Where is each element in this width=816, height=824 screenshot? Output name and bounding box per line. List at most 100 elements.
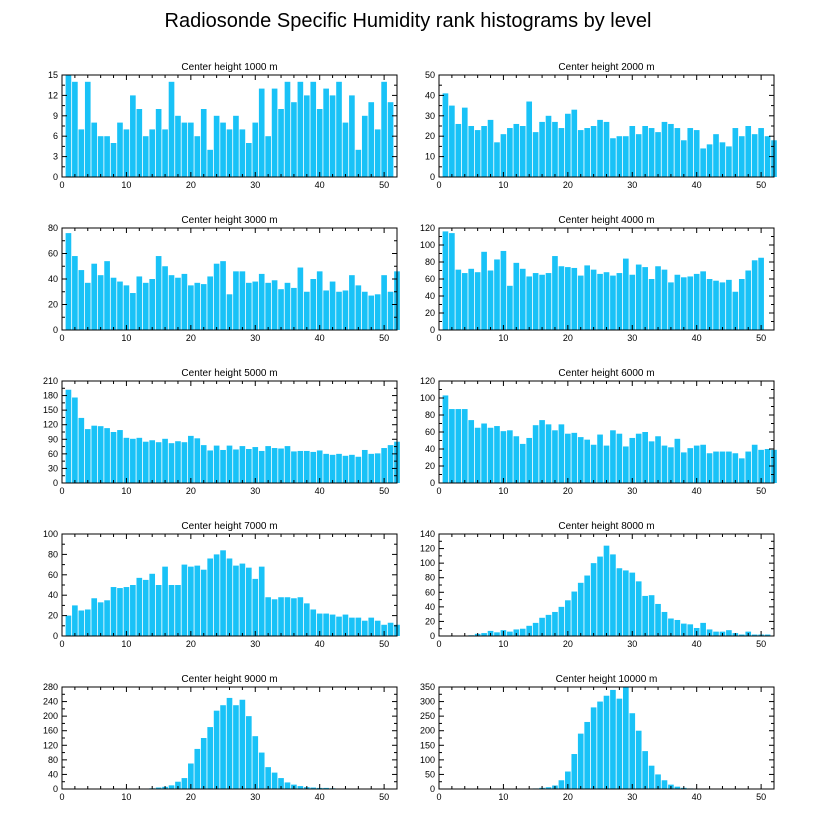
panel-3-bar — [168, 275, 175, 330]
panel-10-xtick-label: 10 — [498, 792, 508, 802]
panel-1-xtick-label: 50 — [379, 180, 389, 190]
panel-7-bar — [117, 588, 123, 636]
panel-8-xtick-label: 30 — [627, 639, 637, 649]
panel-7-bar — [123, 587, 130, 636]
panel-3-bar — [181, 273, 188, 330]
panel-1-title: Center height 1000 m — [181, 62, 277, 73]
panel-6-bar — [610, 430, 616, 483]
panel-1-bar — [368, 102, 375, 177]
panel-7-bar — [175, 585, 181, 636]
panel-6-bar — [623, 446, 629, 483]
panel-3-bar — [110, 277, 117, 330]
panel-1-ytick-label: 9 — [53, 111, 58, 121]
panel-1-xtick-label: 40 — [315, 180, 325, 190]
panel-3-bar — [104, 261, 110, 330]
panel-1-bar — [355, 149, 362, 177]
panel-1-bar — [194, 136, 201, 177]
panel-10-bar — [642, 751, 648, 789]
panel-3-bar — [220, 261, 226, 330]
panel-8-xtick-label: 50 — [756, 639, 766, 649]
panel-4-bar — [616, 273, 623, 330]
panel-1-bar — [78, 129, 85, 177]
panel-3-bar — [175, 277, 181, 330]
panel-7-ytick-label: 80 — [48, 549, 58, 559]
panel-2-ytick-label: 50 — [425, 70, 435, 80]
panel-3-bar — [84, 282, 91, 330]
panel-7-xtick-label: 10 — [121, 639, 131, 649]
panel-3-xtick-label: 40 — [315, 333, 325, 343]
panel-3-ytick-label: 80 — [48, 223, 58, 233]
panel-4-bar — [655, 266, 661, 330]
panel-1-xtick-label: 10 — [121, 180, 131, 190]
panel-1-xtick-label: 0 — [59, 180, 64, 190]
panel-9-ytick-label: 0 — [53, 784, 58, 794]
panel-2-bar — [558, 128, 565, 177]
panel-4-bar — [519, 268, 526, 330]
panel-1-bar — [123, 129, 130, 177]
panel-10-bar — [635, 730, 642, 789]
panel-5-bar — [149, 440, 156, 483]
panel-6-bar — [668, 447, 674, 483]
panel-6-bar — [539, 420, 545, 483]
panel-8-bar — [565, 600, 571, 636]
panel-2-bar — [539, 121, 545, 177]
panel-8-ytick-label: 140 — [420, 529, 435, 539]
panel-1-bar — [252, 122, 259, 177]
panel-8-ytick-label: 60 — [425, 587, 435, 597]
panel-2-bar — [642, 126, 648, 177]
panel-6-bar — [461, 409, 468, 483]
panel-3-bar — [278, 289, 284, 330]
panel-8-bar — [571, 591, 578, 636]
panel-3-bar — [284, 282, 291, 330]
panel-3-bar — [291, 287, 297, 330]
panel-5-bar — [188, 435, 194, 483]
panel-2-bar — [513, 123, 520, 177]
panel-5-ytick-label: 180 — [43, 391, 58, 401]
panel-9-bar — [310, 787, 317, 789]
panel-4-bar — [726, 279, 732, 330]
panel-9-bar — [265, 767, 271, 789]
panel-7-bar — [252, 578, 259, 636]
panel-1-bar — [226, 129, 233, 177]
panel-2-bar — [487, 119, 494, 177]
panel-3-bar — [117, 281, 123, 330]
panel-7-ytick-label: 60 — [48, 570, 58, 580]
panel-10-ytick-label: 0 — [430, 784, 435, 794]
panel-5-bar — [271, 448, 278, 483]
panel-6-bar — [500, 431, 507, 483]
panel-8-bar — [642, 595, 648, 636]
panel-4-bar — [532, 273, 539, 330]
panel-2-bar — [571, 109, 578, 177]
panel-1-bar — [361, 115, 368, 177]
panel-9-ytick-label: 80 — [48, 755, 58, 765]
panel-10-bar — [558, 780, 565, 789]
panel-1-bar — [168, 81, 175, 177]
panel-3-bar — [155, 256, 162, 330]
panel-5-xtick-label: 50 — [379, 486, 389, 496]
panel-1-bar — [342, 122, 349, 177]
panel-7-bar — [381, 624, 387, 636]
panel-2-bar — [693, 130, 700, 177]
panel-7-xtick-label: 50 — [379, 639, 389, 649]
panel-2-bar — [616, 136, 623, 177]
panel-6-bar — [745, 451, 752, 483]
panel-9-ytick-label: 160 — [43, 726, 58, 736]
panel-7-bar — [213, 554, 220, 636]
panel-4-bar — [507, 285, 513, 330]
panel-3-bar — [374, 294, 381, 330]
panel-1-bar — [387, 102, 394, 177]
panel-9-xtick-label: 20 — [186, 792, 196, 802]
panel-3-bar — [361, 291, 368, 330]
panel-5-bar — [381, 448, 387, 483]
panel-5-bar — [297, 450, 304, 483]
panel-1-bar — [84, 81, 91, 177]
panel-2-xtick-label: 20 — [563, 180, 573, 190]
panel-1-bar — [239, 129, 246, 177]
panel-7-bar — [284, 597, 291, 636]
panel-5-title: Center height 5000 m — [181, 368, 277, 379]
panel-7-bar — [291, 598, 297, 636]
panel-6-bar — [758, 449, 764, 483]
panel-7-bar — [91, 598, 98, 636]
panel-9-bar — [188, 763, 194, 789]
panel-6-ytick-label: 40 — [425, 444, 435, 454]
